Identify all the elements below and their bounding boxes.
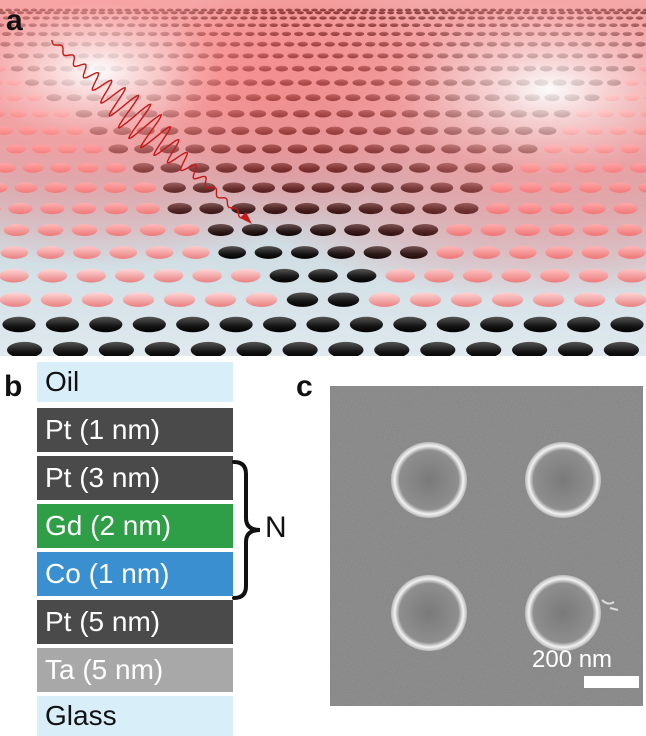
scale-bar (584, 676, 639, 688)
panel-label-b: b (4, 370, 23, 403)
repeat-count-label: N (265, 511, 287, 544)
panel-label-c: c (296, 370, 313, 403)
nanodisk-array-render (0, 0, 646, 356)
sem-image (330, 386, 643, 706)
scale-bar-label: 200 nm (532, 646, 613, 673)
layer-label: Pt (1 nm) (45, 414, 161, 445)
layer-co: Co (1 nm) (37, 552, 233, 596)
layer-label: Pt (3 nm) (45, 462, 161, 493)
layer-label: Pt (5 nm) (45, 606, 161, 637)
sem-disk (391, 575, 467, 651)
layer-label: Ta (5 nm) (45, 654, 164, 685)
layer-gd: Gd (2 nm) (37, 504, 233, 548)
laser-arrowhead (240, 212, 252, 224)
layer-pt-1: Pt (1 nm) (37, 408, 233, 452)
sem-disk (525, 575, 601, 651)
laser-glow-right (0, 0, 646, 356)
render-canvas (0, 0, 646, 356)
laser-pulse-wave (51, 39, 250, 221)
layer-stack: Oil Pt (1 nm) Pt (3 nm) Gd (2 nm) Co (1 … (37, 362, 233, 736)
layer-glass: Glass (37, 696, 233, 736)
layer-label: Gd (2 nm) (45, 510, 172, 541)
layer-pt-3: Pt (3 nm) (37, 456, 233, 500)
repeat-brace-icon (232, 460, 261, 600)
panel-label-a: a (6, 4, 23, 37)
layer-pt-5: Pt (5 nm) (37, 600, 233, 644)
layer-label: Oil (45, 366, 80, 397)
layer-ta: Ta (5 nm) (37, 648, 233, 692)
sem-disk (525, 442, 601, 518)
sem-noise (330, 386, 643, 706)
layer-oil: Oil (37, 362, 233, 402)
sem-canvas (330, 386, 643, 706)
layer-label: Co (1 nm) (45, 558, 170, 589)
sem-disks (391, 442, 619, 651)
sem-debris (601, 599, 619, 611)
sem-disk (391, 442, 467, 518)
layer-label: Glass (45, 700, 117, 731)
